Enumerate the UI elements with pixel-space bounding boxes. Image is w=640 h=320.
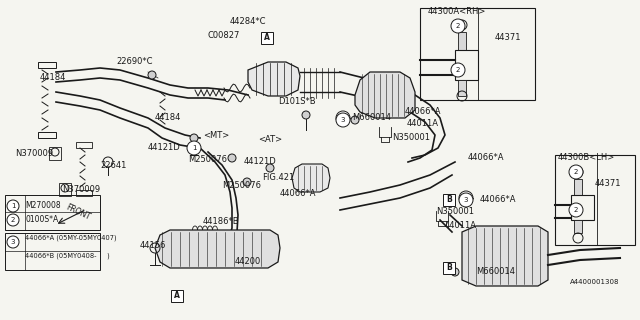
Text: 44300A<RH>: 44300A<RH>	[428, 7, 486, 17]
Polygon shape	[462, 226, 548, 286]
Bar	[38, 132, 56, 138]
Polygon shape	[248, 62, 300, 96]
Text: 44200: 44200	[235, 258, 261, 267]
Bar	[443, 194, 455, 206]
Bar	[38, 62, 56, 68]
Text: M250076: M250076	[222, 180, 261, 189]
Text: 44371: 44371	[595, 179, 621, 188]
Bar	[49, 147, 61, 160]
Text: 2: 2	[456, 23, 460, 29]
Text: 44121D: 44121D	[148, 143, 180, 153]
Text: FRONT: FRONT	[64, 203, 92, 221]
Text: 2: 2	[574, 169, 578, 175]
Text: 1: 1	[11, 203, 15, 209]
Text: N370009: N370009	[15, 148, 53, 157]
Text: N370009: N370009	[62, 186, 100, 195]
Text: FIG.421: FIG.421	[262, 173, 294, 182]
Circle shape	[336, 111, 350, 125]
Text: 44371: 44371	[495, 34, 522, 43]
Text: 44300B<LH>: 44300B<LH>	[558, 154, 615, 163]
Text: 2: 2	[574, 207, 578, 213]
Circle shape	[7, 214, 19, 226]
Circle shape	[569, 203, 583, 217]
Circle shape	[266, 164, 274, 172]
Text: N350001: N350001	[436, 207, 474, 217]
Bar	[59, 183, 71, 196]
Bar	[420, 8, 535, 100]
Bar	[574, 220, 582, 233]
Bar	[458, 32, 466, 50]
Text: 44066*A: 44066*A	[480, 196, 516, 204]
Text: A4400001308: A4400001308	[570, 279, 620, 285]
Polygon shape	[292, 164, 330, 192]
Text: 3: 3	[464, 197, 468, 203]
Text: 44156: 44156	[140, 242, 166, 251]
Circle shape	[351, 116, 359, 124]
Circle shape	[451, 268, 459, 276]
Text: M270008: M270008	[25, 202, 61, 211]
Text: 44066*B (05MY0408-     ): 44066*B (05MY0408- )	[25, 253, 109, 259]
Text: 44184: 44184	[40, 74, 67, 83]
Text: 3: 3	[340, 117, 345, 123]
Polygon shape	[355, 72, 415, 118]
Text: 22641: 22641	[100, 161, 126, 170]
Text: A: A	[264, 34, 270, 43]
Bar	[574, 179, 582, 195]
Circle shape	[228, 154, 236, 162]
Circle shape	[243, 178, 251, 186]
Circle shape	[451, 63, 465, 77]
Text: 44066*A (05MY-05MY0407): 44066*A (05MY-05MY0407)	[25, 235, 116, 241]
Text: 2: 2	[11, 217, 15, 223]
Bar	[5, 195, 100, 230]
Text: 44011A: 44011A	[445, 220, 477, 229]
Polygon shape	[155, 230, 280, 268]
Text: 44066*A: 44066*A	[405, 108, 442, 116]
Text: 44066*A: 44066*A	[280, 189, 317, 198]
Bar	[458, 80, 466, 96]
Bar	[555, 155, 635, 245]
Bar	[571, 195, 594, 220]
Circle shape	[459, 191, 473, 205]
Text: 22690*C: 22690*C	[116, 58, 152, 67]
Bar	[455, 50, 478, 80]
Circle shape	[459, 193, 473, 207]
Bar	[5, 233, 100, 270]
Text: <AT>: <AT>	[258, 135, 282, 145]
Text: 44186*B: 44186*B	[203, 218, 239, 227]
Bar	[171, 290, 183, 302]
Text: 44011A: 44011A	[407, 119, 439, 129]
Bar	[261, 32, 273, 44]
Text: C00827: C00827	[208, 31, 241, 41]
Text: D101S*B: D101S*B	[278, 98, 316, 107]
Circle shape	[569, 165, 583, 179]
Circle shape	[302, 111, 310, 119]
Text: M660014: M660014	[352, 114, 391, 123]
Circle shape	[187, 141, 201, 155]
Circle shape	[190, 134, 198, 142]
Text: 44066*A: 44066*A	[468, 154, 504, 163]
Text: B: B	[446, 263, 452, 273]
Text: 3: 3	[11, 239, 15, 245]
Text: B: B	[446, 196, 452, 204]
Circle shape	[336, 113, 350, 127]
Bar	[443, 262, 455, 274]
Text: 44284*C: 44284*C	[230, 18, 266, 27]
Circle shape	[7, 236, 19, 248]
Text: M660014: M660014	[476, 268, 515, 276]
Circle shape	[148, 71, 156, 79]
Text: N350001: N350001	[392, 133, 430, 142]
Bar	[76, 190, 92, 196]
Text: A: A	[174, 292, 180, 300]
Text: 2: 2	[456, 67, 460, 73]
Circle shape	[7, 200, 19, 212]
Text: <MT>: <MT>	[203, 132, 229, 140]
Circle shape	[451, 19, 465, 33]
Bar	[76, 142, 92, 148]
Text: M250076: M250076	[188, 156, 227, 164]
Text: 44121D: 44121D	[244, 157, 276, 166]
Text: 0100S*A: 0100S*A	[25, 215, 58, 225]
Text: 1: 1	[192, 145, 196, 151]
Text: 44184: 44184	[155, 114, 181, 123]
